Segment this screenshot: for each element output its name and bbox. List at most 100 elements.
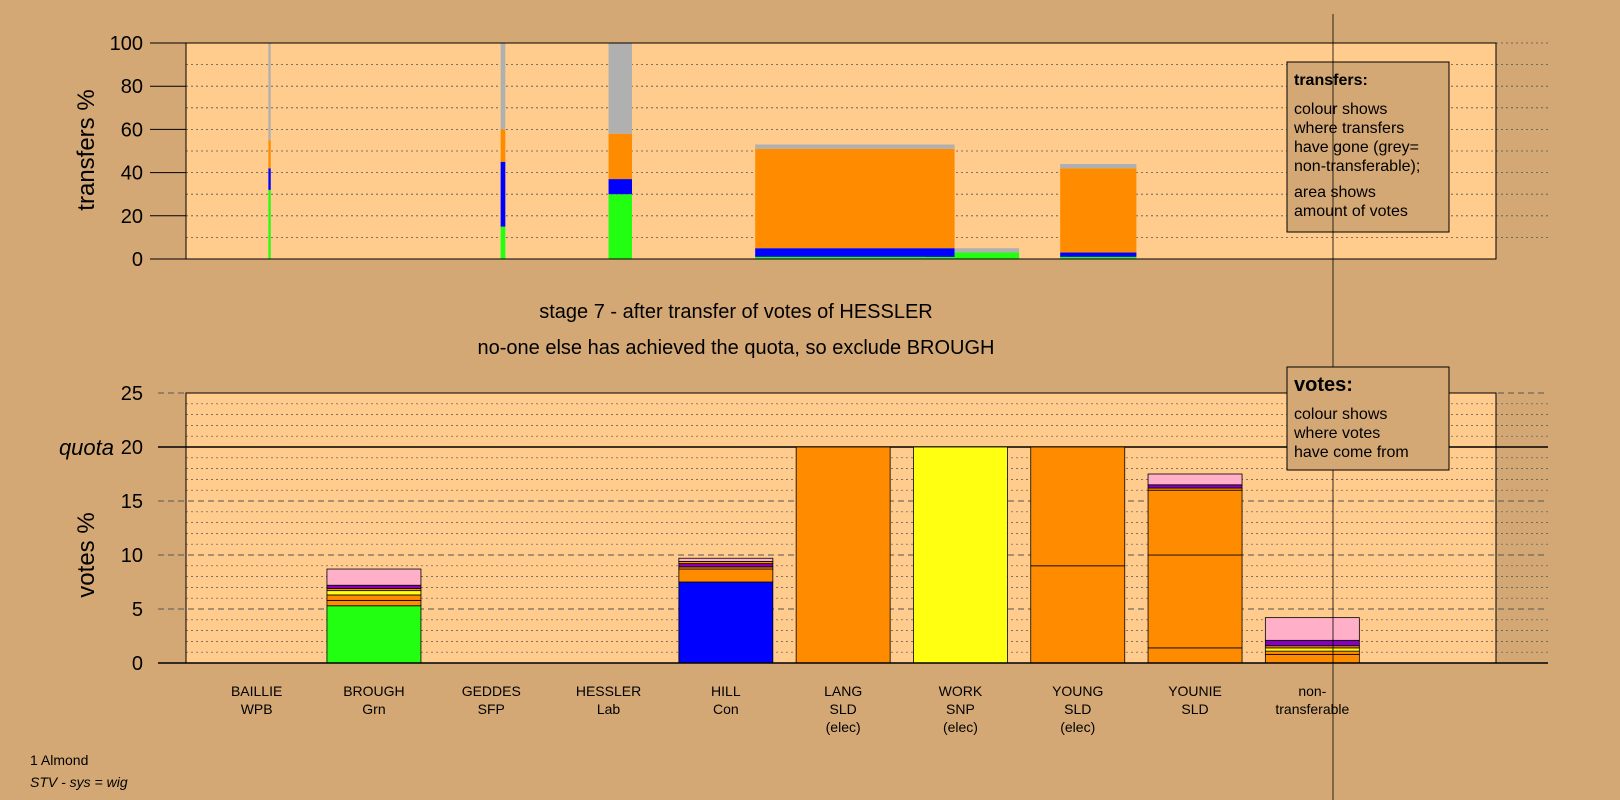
transfer-bar-segment-blue: [1060, 252, 1137, 257]
votes-tick-label: 20: [121, 437, 143, 459]
vote-bar-segment-pink: [678, 557, 774, 562]
transfers-tick-label: 100: [110, 33, 143, 55]
transfer-bar-segment-grey: [1060, 163, 1137, 169]
transfers-note-line: amount of votes: [1294, 203, 1408, 220]
votes-tick-label: 10: [121, 545, 143, 567]
votes-note-line: colour shows: [1294, 406, 1387, 423]
vote-bar-segment-orange: [1147, 554, 1243, 649]
vote-bar-segment-yellow: [913, 446, 1008, 664]
candidate-name-label: GEDDES: [462, 683, 521, 699]
votes-note-line: where votes: [1293, 425, 1380, 442]
transfer-bar-segment-grey: [755, 144, 955, 149]
candidate-party-label: SNP: [946, 701, 975, 717]
candidate-status-label: (elec): [826, 719, 861, 735]
quota-label: quota: [59, 435, 114, 460]
candidate-name-label: YOUNIE: [1168, 683, 1222, 699]
candidate-party-label: transferable: [1275, 701, 1349, 717]
transfer-bar-segment-green: [1060, 256, 1137, 259]
transfer-bar-segment-orange: [755, 148, 955, 249]
transfers-note-line: colour shows: [1294, 101, 1387, 118]
vote-bar-segment-orange: [1264, 653, 1360, 664]
vote-bar-segment-orange: [326, 594, 422, 601]
candidate-party-label: WPB: [241, 701, 273, 717]
votes-tick-label: 15: [121, 491, 143, 513]
candidate-name-label: WORK: [939, 683, 983, 699]
stage-title: stage 7 - after transfer of votes of HES…: [539, 301, 933, 323]
vote-bar-segment-green: [326, 605, 422, 664]
candidate-status-label: (elec): [943, 719, 978, 735]
votes-note-line: have come from: [1294, 444, 1409, 461]
transfer-bar-segment-blue: [500, 161, 506, 227]
candidate-party-label: SLD: [1064, 701, 1091, 717]
transfer-bar-segment-green: [925, 256, 955, 259]
transfer-bar-segment-orange: [1060, 168, 1137, 253]
candidate-party-label: Grn: [362, 701, 385, 717]
footer-constituency: 1 Almond: [30, 752, 88, 768]
transfer-bar-segment-orange: [268, 140, 271, 169]
transfers-plot-frame: [185, 42, 1497, 260]
vote-bar-segment-yellow: [326, 590, 422, 596]
transfers-note-line: area shows: [1294, 184, 1376, 201]
votes-note-title: votes:: [1294, 374, 1353, 396]
transfer-bar-segment-green: [500, 226, 506, 259]
candidate-name-label: YOUNG: [1052, 683, 1103, 699]
candidate-party-label: SLD: [830, 701, 857, 717]
vote-bar-segment-orange: [1264, 650, 1360, 655]
candidate-party-label: Con: [713, 701, 739, 717]
transfer-bar-segment-orange: [608, 133, 633, 180]
transfer-bar-segment-green: [268, 189, 271, 259]
vote-bar-segment-pink: [326, 568, 422, 586]
transfer-bar-segment-blue: [755, 248, 955, 257]
transfer-bar-segment-green: [954, 252, 1020, 259]
votes-tick-label: 5: [132, 599, 143, 621]
transfer-bar-segment-blue: [925, 252, 955, 257]
transfers-tick-label: 40: [121, 163, 143, 185]
vote-bar-segment-orange: [326, 599, 422, 607]
stage-subtitle: no-one else has achieved the quota, so e…: [478, 337, 995, 359]
votes-tick-label: 25: [121, 383, 143, 405]
candidate-name-label: HILL: [711, 683, 741, 699]
transfer-bar-segment-blue: [268, 168, 271, 190]
vote-bar-segment-purple: [678, 563, 774, 568]
transfers-plot: 0 20 40 60 80 100 transfers % transfers: colour …: [73, 33, 1548, 271]
votes-note-box: [1286, 366, 1450, 471]
candidate-name-label: BROUGH: [343, 683, 404, 699]
vote-bar-segment-orange: [1147, 489, 1243, 556]
transfers-note-line: non-transferable);: [1294, 158, 1420, 175]
candidate-name-label: BAILLIE: [231, 683, 282, 699]
vote-bar-segment-purple: [1147, 484, 1243, 489]
vote-bar-segment-pink: [1264, 617, 1360, 641]
transfers-tick-label: 0: [132, 249, 143, 271]
vote-bar-segment-orange: [1030, 446, 1126, 567]
candidate-name-label: HESSLER: [576, 683, 641, 699]
transfers-tick-label: 80: [121, 76, 143, 98]
votes-axis-title: votes %: [73, 512, 100, 597]
transfers-note-line: where transfers: [1293, 120, 1404, 137]
candidate-party-label: SFP: [478, 701, 505, 717]
candidate-name-label: non-: [1298, 683, 1326, 699]
vote-bar-segment-pink: [1147, 473, 1243, 486]
vote-bar-segment-orange: [678, 568, 774, 583]
transfer-bar-segment-grey: [608, 43, 633, 134]
vote-bar-segment-purple: [326, 584, 422, 589]
vote-bar-segment-orange: [1147, 647, 1243, 664]
vote-bar-segment-purple: [1264, 639, 1360, 647]
transfers-note-box: [1286, 61, 1450, 233]
footer-system: STV - sys = wig: [30, 774, 128, 790]
transfer-bar-segment-blue: [608, 179, 633, 195]
transfers-tick-label: 20: [121, 206, 143, 228]
votes-plot-frame: [185, 392, 1497, 664]
votes-plot: 0 5 10 15 20 25 quota votes % BAILLIE WPB BROUGH Gr…: [59, 14, 1548, 800]
transfer-bar-segment-green: [755, 256, 955, 259]
transfer-bar-segment-green: [608, 194, 633, 259]
transfers-axis-title: transfers %: [73, 89, 100, 210]
candidate-name-label: LANG: [824, 683, 862, 699]
candidate-party-label: Lab: [597, 701, 621, 717]
candidate-party-label: SLD: [1181, 701, 1208, 717]
transfer-bar-segment-grey: [954, 248, 1020, 253]
candidate-status-label: (elec): [1060, 719, 1095, 735]
votes-tick-label: 0: [132, 653, 143, 675]
transfer-bar-segment-grey: [500, 43, 506, 130]
